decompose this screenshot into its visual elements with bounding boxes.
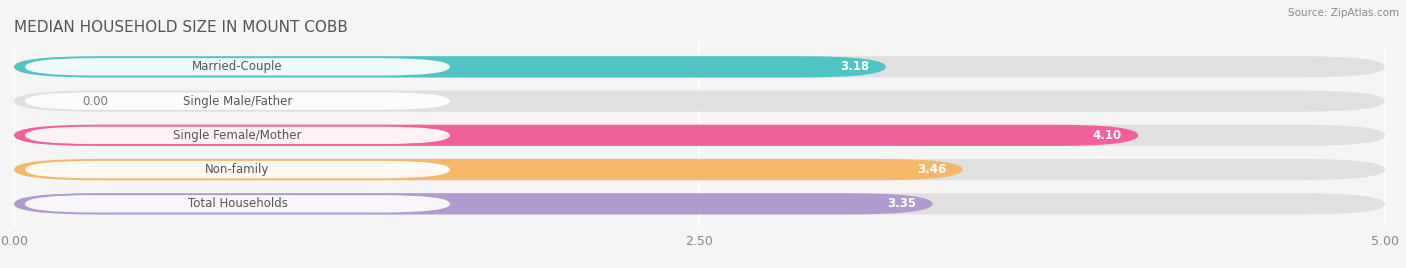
FancyBboxPatch shape <box>14 56 1385 77</box>
FancyBboxPatch shape <box>14 125 1139 146</box>
FancyBboxPatch shape <box>14 193 1385 214</box>
Text: Single Female/Mother: Single Female/Mother <box>173 129 302 142</box>
Text: Non-family: Non-family <box>205 163 270 176</box>
FancyBboxPatch shape <box>25 195 450 213</box>
FancyBboxPatch shape <box>25 92 450 110</box>
FancyBboxPatch shape <box>14 91 1385 112</box>
Text: Single Male/Father: Single Male/Father <box>183 95 292 107</box>
FancyBboxPatch shape <box>14 159 1385 180</box>
Text: Source: ZipAtlas.com: Source: ZipAtlas.com <box>1288 8 1399 18</box>
FancyBboxPatch shape <box>25 127 450 144</box>
Text: MEDIAN HOUSEHOLD SIZE IN MOUNT COBB: MEDIAN HOUSEHOLD SIZE IN MOUNT COBB <box>14 20 347 35</box>
Text: 3.46: 3.46 <box>917 163 946 176</box>
Text: Total Households: Total Households <box>187 197 287 210</box>
FancyBboxPatch shape <box>14 193 932 214</box>
Text: 3.35: 3.35 <box>887 197 917 210</box>
Text: 4.10: 4.10 <box>1092 129 1122 142</box>
FancyBboxPatch shape <box>14 159 963 180</box>
FancyBboxPatch shape <box>25 161 450 178</box>
FancyBboxPatch shape <box>25 58 450 76</box>
Text: 3.18: 3.18 <box>841 60 869 73</box>
FancyBboxPatch shape <box>14 56 886 77</box>
FancyBboxPatch shape <box>14 125 1385 146</box>
Text: 0.00: 0.00 <box>83 95 108 107</box>
Text: Married-Couple: Married-Couple <box>193 60 283 73</box>
